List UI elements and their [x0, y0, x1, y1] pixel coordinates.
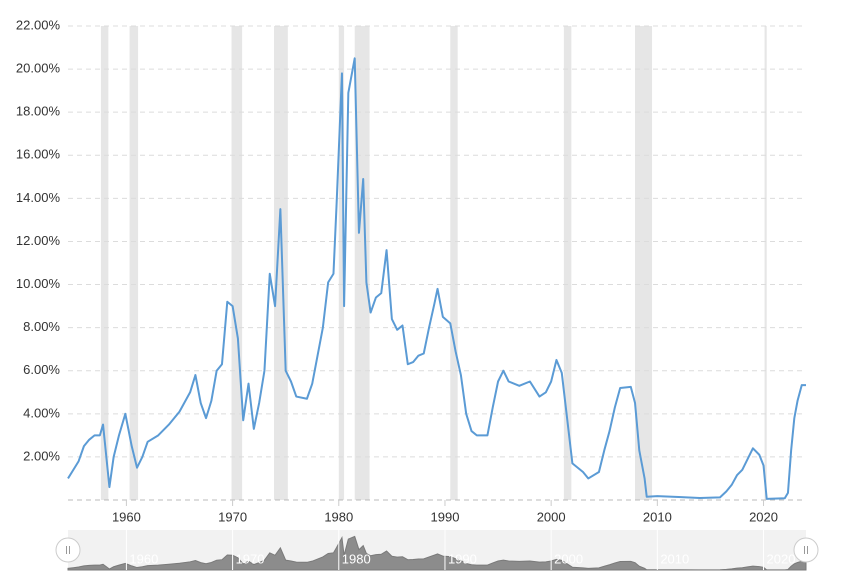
- recession-band: [338, 26, 345, 500]
- x-tick-label: 2000: [537, 509, 566, 524]
- navigator-handle[interactable]: [793, 537, 819, 563]
- navigator-label: 1980: [342, 551, 371, 566]
- recession-band: [354, 26, 370, 500]
- x-tick-label: 1970: [218, 509, 247, 524]
- recession-band: [764, 26, 767, 500]
- recession-band: [274, 26, 288, 500]
- recession-band: [129, 26, 139, 500]
- x-tick-label: 1960: [112, 509, 141, 524]
- y-tick-label: 12.00%: [16, 233, 61, 248]
- navigator-label: 2000: [554, 551, 583, 566]
- x-tick-label: 1990: [431, 509, 460, 524]
- y-tick-label: 2.00%: [23, 448, 60, 463]
- y-tick-label: 6.00%: [23, 362, 60, 377]
- y-tick-label: 8.00%: [23, 319, 60, 334]
- navigator-series: [67, 535, 807, 571]
- navigator-label: 1960: [129, 551, 158, 566]
- navigator-label: 2010: [660, 551, 689, 566]
- navigator-label: 2020: [767, 551, 796, 566]
- y-tick-label: 20.00%: [16, 61, 61, 76]
- navigator-handle[interactable]: [55, 537, 81, 563]
- recession-band: [635, 26, 653, 500]
- recession-band: [100, 26, 109, 500]
- y-tick-label: 14.00%: [16, 190, 61, 205]
- y-tick-label: 10.00%: [16, 276, 61, 291]
- x-tick-label: 1980: [324, 509, 353, 524]
- y-tick-label: 4.00%: [23, 405, 60, 420]
- data-line: [67, 57, 806, 500]
- x-tick-label: 2010: [643, 509, 672, 524]
- navigator-label: 1990: [448, 551, 477, 566]
- navigator-label: 1970: [236, 551, 265, 566]
- recession-band: [450, 26, 458, 500]
- x-tick-label: 2020: [749, 509, 778, 524]
- recession-band: [231, 26, 243, 500]
- y-tick-label: 16.00%: [16, 147, 61, 162]
- y-tick-label: 22.00%: [16, 17, 61, 32]
- y-tick-label: 18.00%: [16, 104, 61, 119]
- recession-band: [563, 26, 572, 500]
